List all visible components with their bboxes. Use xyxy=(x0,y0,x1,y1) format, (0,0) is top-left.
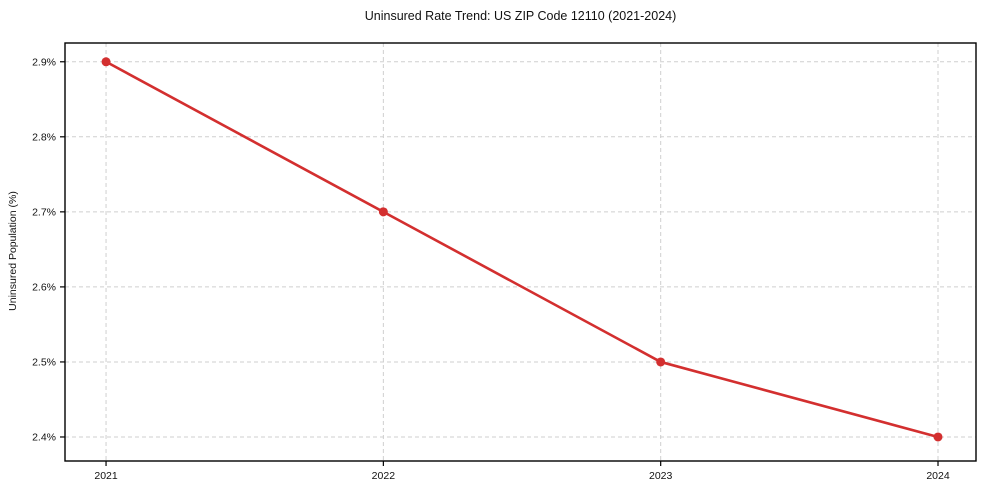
y-tick-label: 2.4% xyxy=(32,431,56,443)
y-tick-label: 2.5% xyxy=(32,356,56,368)
data-point-2024 xyxy=(933,432,943,442)
x-tick-label: 2022 xyxy=(372,470,396,482)
y-tick-label: 2.6% xyxy=(32,281,56,293)
chart-title: Uninsured Rate Trend: US ZIP Code 12110 … xyxy=(364,9,677,23)
data-point-2022 xyxy=(378,207,388,217)
x-tick-label: 2024 xyxy=(926,470,950,482)
y-tick-label: 2.9% xyxy=(32,56,56,68)
data-point-2023 xyxy=(656,357,666,367)
trend-line xyxy=(104,60,940,439)
plot-border xyxy=(64,42,977,462)
x-tick-label: 2021 xyxy=(94,470,118,482)
y-tick-label: 2.7% xyxy=(32,206,56,218)
y-tick-label: 2.8% xyxy=(32,131,56,143)
x-tick-label: 2023 xyxy=(649,470,673,482)
data-point-2021 xyxy=(101,57,111,67)
